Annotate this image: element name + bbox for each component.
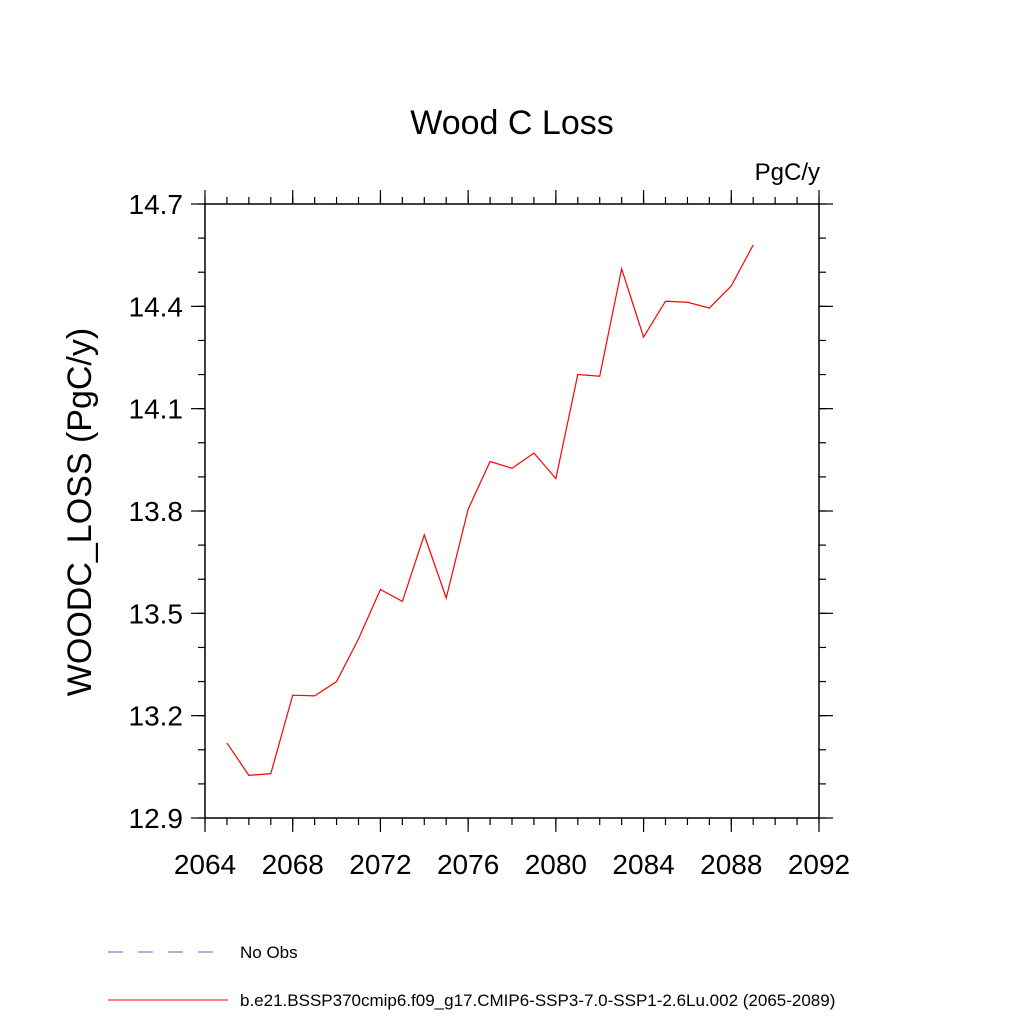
x-tick-label: 2064 xyxy=(174,849,236,880)
x-tick-label: 2076 xyxy=(437,849,499,880)
legend: No Obs b.e21.BSSP370cmip6.f09_g17.CMIP6-S… xyxy=(108,943,835,1010)
x-tick-label: 2068 xyxy=(262,849,324,880)
x-tick-label: 2088 xyxy=(700,849,762,880)
series-layer xyxy=(226,244,754,776)
y-tick-label: 13.2 xyxy=(129,701,184,732)
legend-label: b.e21.BSSP370cmip6.f09_g17.CMIP6-SSP3-7.… xyxy=(240,991,835,1010)
series-line xyxy=(226,244,754,776)
tick-labels: 12.9 13.2 13.5 13.8 14.1 14.4 14.7 2064 2068 2072… xyxy=(129,189,851,880)
x-tick-label: 2080 xyxy=(525,849,587,880)
legend-label: No Obs xyxy=(240,943,298,962)
y-tick-label: 13.5 xyxy=(129,598,184,629)
x-tick-label: 2072 xyxy=(349,849,411,880)
y-tick-label: 12.9 xyxy=(129,803,184,834)
x-tick-label: 2084 xyxy=(612,849,674,880)
y-axis-label: WOODC_LOSS (PgC/y) xyxy=(61,328,99,696)
y-tick-label: 13.8 xyxy=(129,496,184,527)
major-ticks xyxy=(191,190,833,832)
y-tick-label: 14.4 xyxy=(129,291,184,322)
minor-ticks xyxy=(198,197,826,825)
plot-frame xyxy=(204,203,820,819)
y-tick-label: 14.1 xyxy=(129,394,184,425)
chart-title: Wood C Loss xyxy=(410,104,613,142)
units-label: PgC/y xyxy=(755,159,820,186)
y-tick-label: 14.7 xyxy=(129,189,184,220)
x-tick-label: 2092 xyxy=(788,849,850,880)
